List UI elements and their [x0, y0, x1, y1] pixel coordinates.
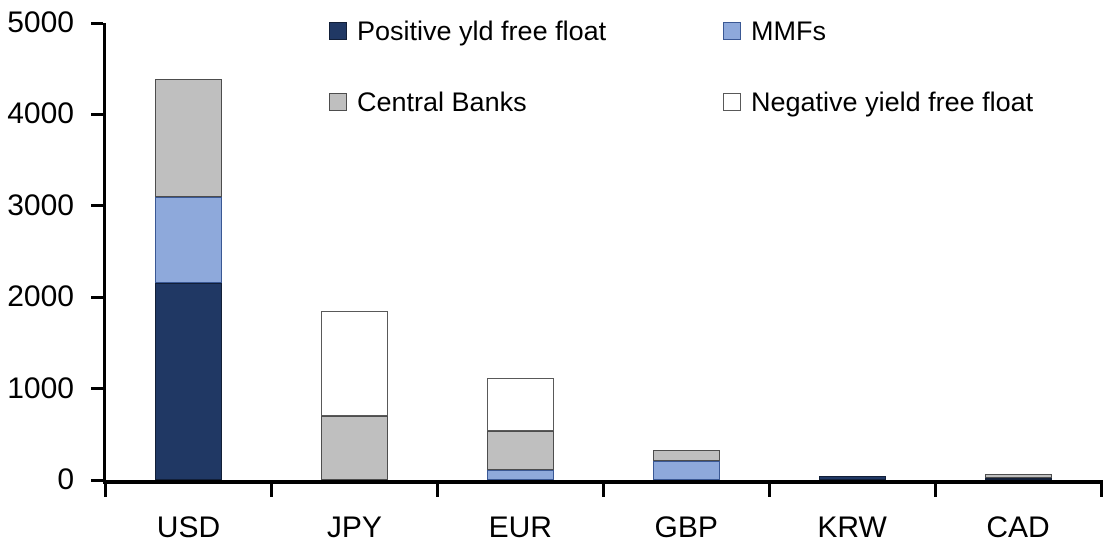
x-axis-category-label: GBP — [654, 511, 718, 544]
y-axis-tick-label: 1000 — [7, 371, 74, 405]
legend-label: MMFs — [751, 15, 826, 46]
y-axis-tick — [90, 112, 103, 116]
legend-swatch-icon — [329, 22, 347, 40]
bar-segment-central-banks — [652, 449, 720, 461]
y-axis-tick-label: 4000 — [7, 97, 74, 131]
bar-segment-mmfs — [652, 460, 720, 480]
x-axis-tick — [435, 480, 439, 497]
legend-swatch-icon — [723, 93, 741, 111]
x-axis-category-label: KRW — [817, 511, 887, 544]
legend-label: Positive yld free float — [357, 15, 607, 46]
y-axis-tick — [90, 478, 103, 482]
x-axis-tick — [767, 480, 771, 497]
bar-segment-negative-yield-free-float — [320, 310, 388, 417]
legend-item: MMFs — [723, 13, 826, 49]
y-axis-line — [102, 23, 106, 484]
bar-segment-central-banks — [486, 430, 554, 470]
y-axis-tick — [90, 387, 103, 391]
legend-label: Central Banks — [357, 86, 527, 117]
y-axis-tick-label: 2000 — [7, 280, 74, 314]
x-axis-tick — [601, 480, 605, 497]
x-axis-category-label: CAD — [986, 511, 1050, 544]
x-axis-category-label: USD — [156, 511, 221, 544]
y-axis-tick-label: 3000 — [7, 188, 74, 222]
bar-segment-positive-yld-free-float — [818, 475, 886, 480]
bar-segment-mmfs — [486, 469, 554, 480]
x-axis-category-label: EUR — [488, 511, 552, 544]
x-axis-tick — [933, 480, 937, 497]
legend-item: Negative yield free float — [723, 84, 1033, 120]
bar-segment-positive-yld-free-float — [154, 283, 222, 480]
bar-segment-negative-yield-free-float — [486, 378, 554, 431]
bar-segment-mmfs — [154, 196, 222, 284]
legend-label: Negative yield free float — [751, 86, 1034, 117]
y-axis-tick-label: 5000 — [7, 6, 74, 39]
x-axis-tick — [104, 480, 107, 497]
legend-swatch-icon — [329, 93, 347, 111]
x-axis-tick — [1099, 480, 1103, 497]
bar-segment-central-banks — [320, 416, 388, 480]
y-axis-tick — [90, 21, 103, 25]
legend-swatch-icon — [723, 22, 741, 40]
x-axis-tick — [269, 480, 273, 497]
x-axis-category-label: JPY — [326, 511, 382, 544]
y-axis-tick-label: 0 — [57, 463, 74, 496]
bar-segment-positive-yld-free-float — [984, 477, 1052, 480]
y-axis-tick — [90, 295, 103, 299]
bar-segment-central-banks — [984, 474, 1052, 478]
legend-item: Positive yld free float — [329, 13, 606, 49]
bar-segment-central-banks — [154, 78, 222, 197]
legend-item: Central Banks — [329, 84, 527, 120]
y-axis-tick — [90, 204, 103, 208]
